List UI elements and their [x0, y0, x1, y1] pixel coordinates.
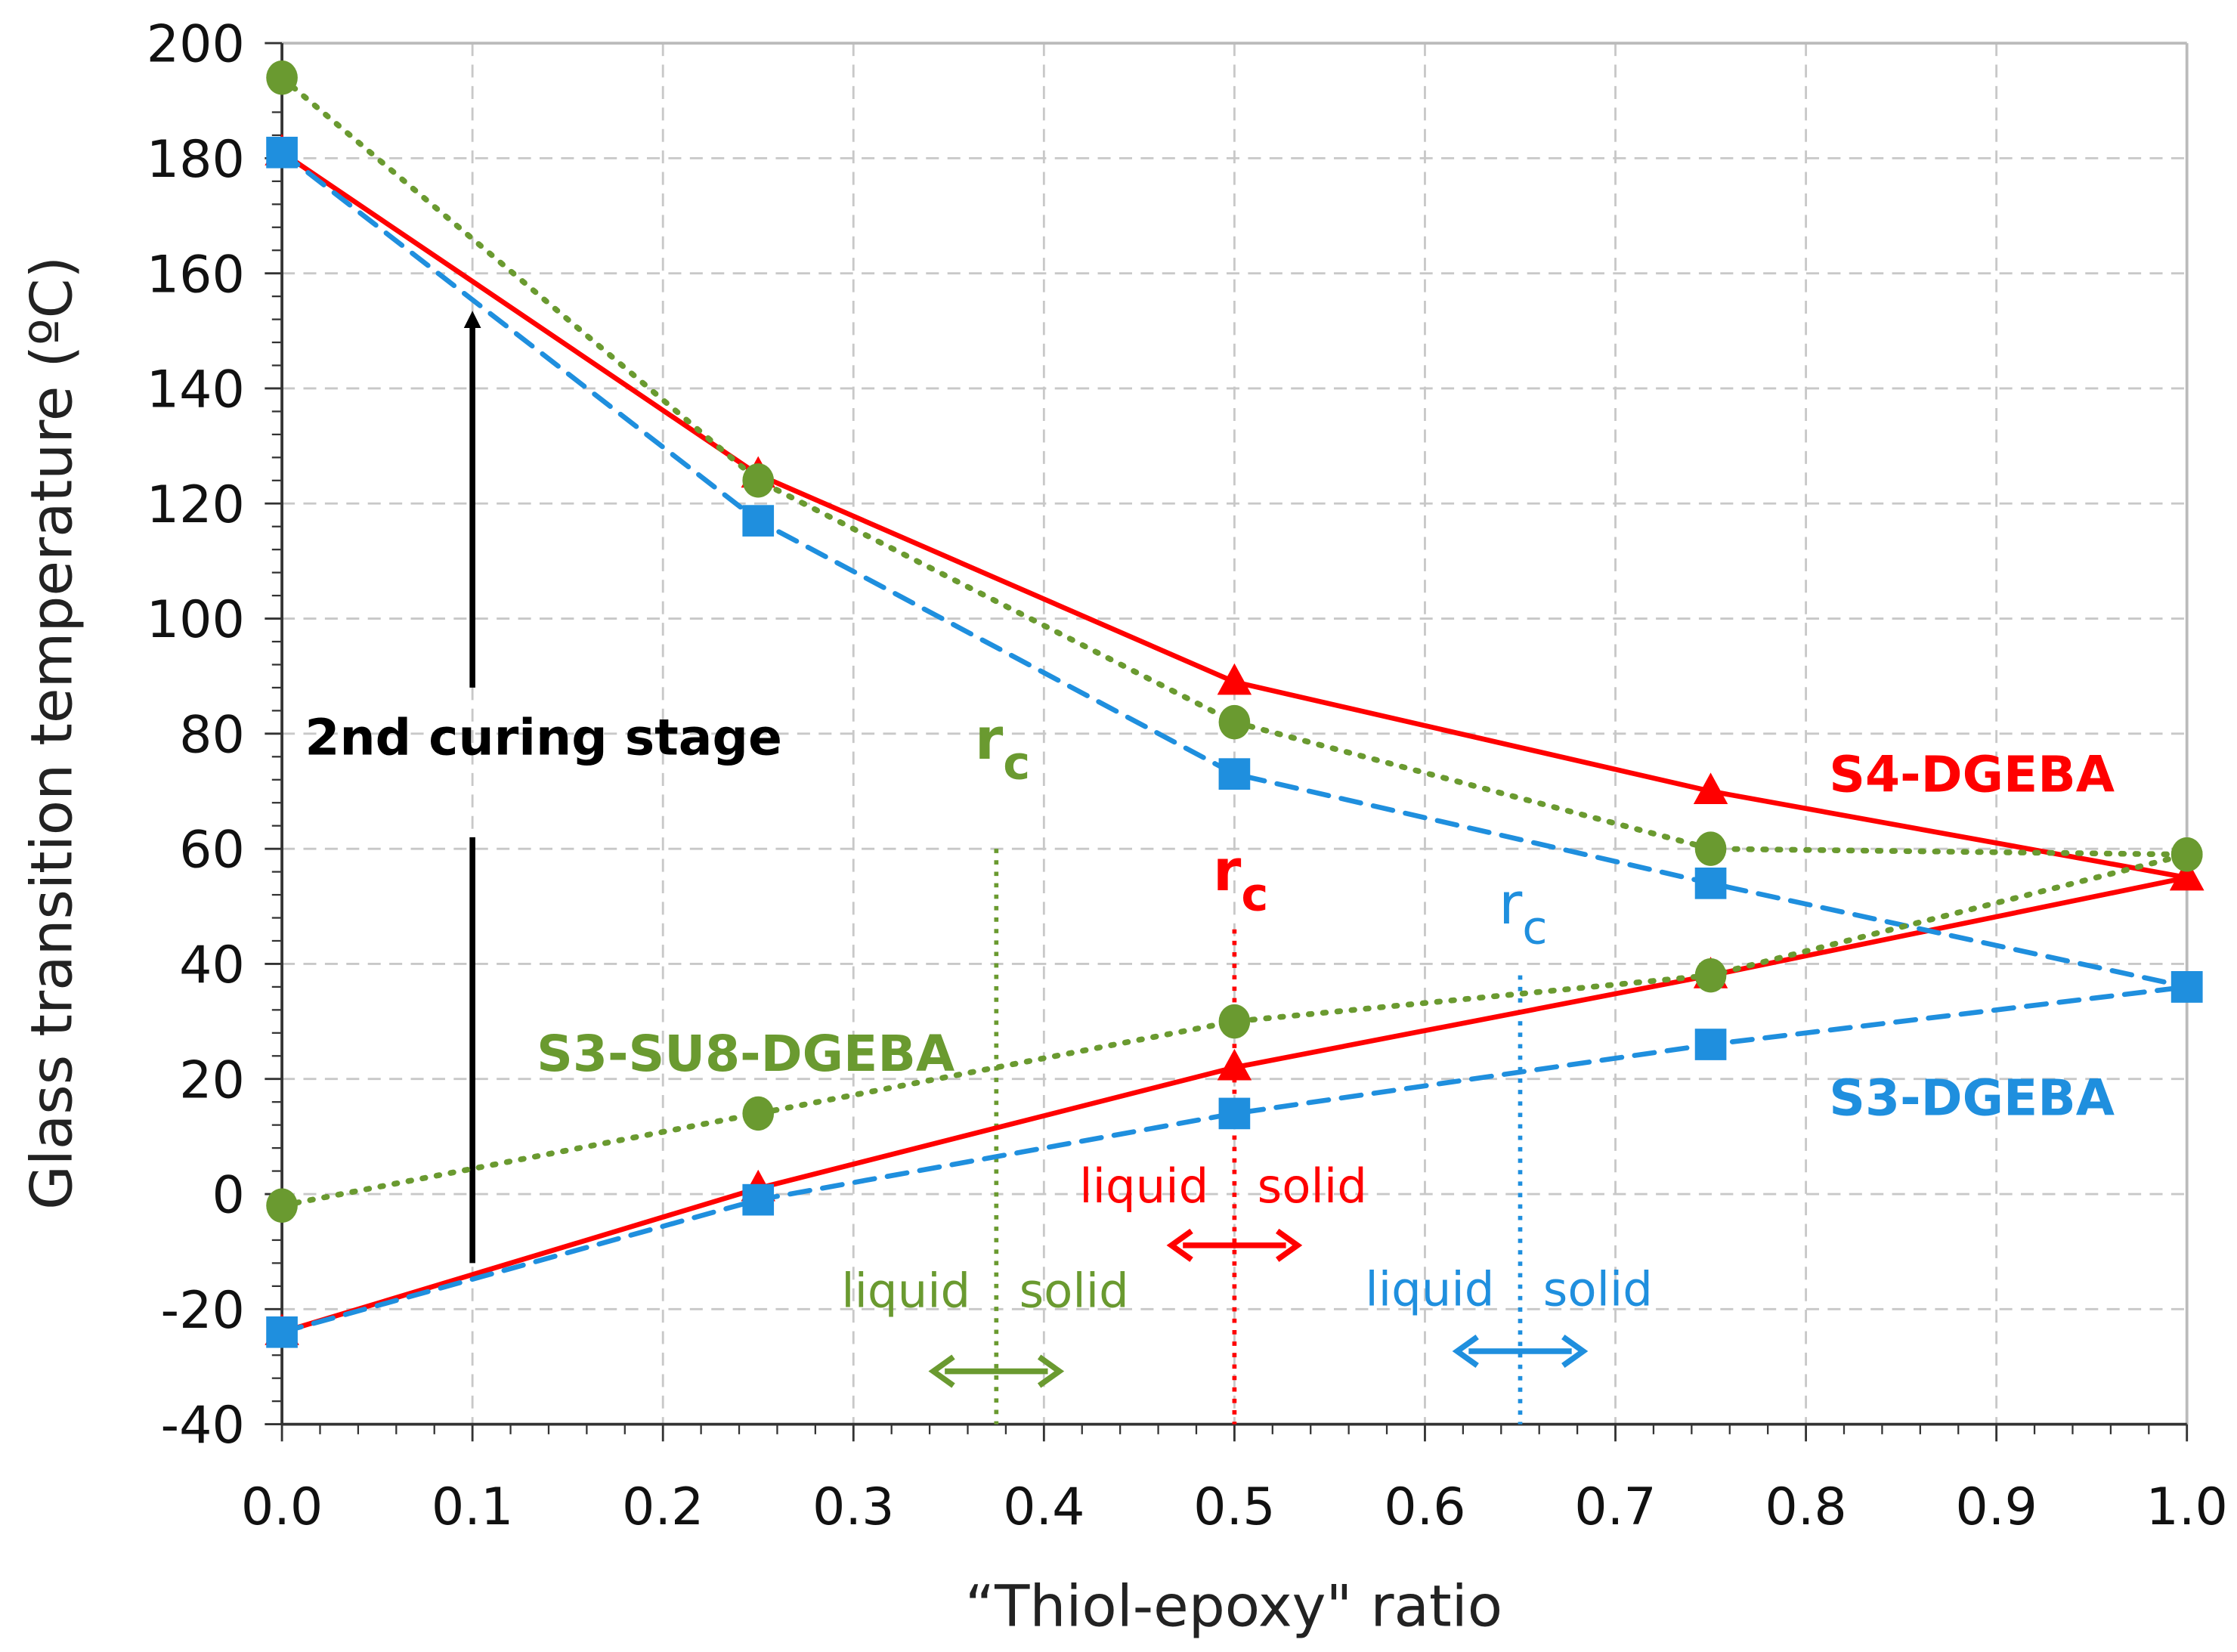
data-point-circle — [2170, 837, 2203, 872]
data-point-circle — [742, 463, 775, 498]
axes: -40 -20 0 20 40 60 80 100 120 140 160 180 200 0.0 0.1 0… — [147, 15, 2228, 1537]
data-point-square — [266, 136, 298, 169]
series — [265, 60, 2205, 1348]
data-point-circle — [1218, 1004, 1251, 1039]
data-point-circle — [1218, 704, 1251, 740]
data-point-triangle — [2169, 858, 2205, 891]
data-point-circle — [1694, 831, 1727, 866]
data-point-square — [1218, 1097, 1251, 1130]
x-tick-label: 1.0 — [2146, 1477, 2228, 1537]
x-tick-label: 0.7 — [1574, 1477, 1656, 1537]
data-point-square — [742, 505, 775, 537]
s4-rc-label: rc — [1213, 837, 1268, 922]
data-point-circle — [1694, 957, 1727, 993]
s3-rc-label: rc — [1499, 871, 1547, 955]
y-tick-label: 200 — [147, 15, 245, 75]
y-tick-label: 120 — [147, 475, 245, 535]
s4-liquid-label: liquid — [1079, 1159, 1208, 1214]
su8-liquid-label: liquid — [841, 1263, 970, 1318]
y-tick-label: 100 — [147, 590, 245, 650]
data-point-circle — [266, 1188, 298, 1223]
data-point-circle — [266, 60, 298, 95]
data-point-square — [1694, 867, 1727, 899]
x-tick-label: 0.9 — [1955, 1477, 2037, 1537]
data-point-square — [1694, 1029, 1727, 1060]
s3-solid-label: solid — [1543, 1261, 1653, 1316]
data-point-triangle — [1217, 1048, 1252, 1081]
su8-rc-subscript: c — [1003, 738, 1030, 790]
data-point-square — [2170, 971, 2203, 1003]
data-point-square — [1218, 758, 1251, 790]
y-tick-label: 180 — [147, 130, 245, 190]
x-tick-label: 0.4 — [1003, 1477, 1084, 1537]
y-tick-label: 140 — [147, 360, 245, 420]
data-point-square — [742, 1183, 775, 1216]
annotations: 2nd curing stage S4-DGEBA S3-DGEBA S3-SU8-D… — [305, 311, 2115, 1425]
su8-rc-label: rc — [975, 706, 1030, 790]
y-tick-label: -40 — [161, 1396, 245, 1456]
s4-arrow-right-head — [1276, 1228, 1303, 1262]
s4-dgeba-label: S4-DGEBA — [1829, 745, 2115, 804]
y-axis-label: Glass transition temperature (ºC) — [19, 256, 85, 1210]
s3-rc-subscript: c — [1522, 902, 1547, 954]
x-tick-label: 0.3 — [812, 1477, 894, 1537]
s4-arrow-left-head — [1166, 1228, 1193, 1262]
s4-rc-subscript: c — [1241, 869, 1268, 922]
data-point-triangle — [1217, 663, 1252, 695]
x-tick-label: 0.0 — [241, 1477, 323, 1537]
y-tick-label: -20 — [161, 1281, 245, 1341]
x-tick-label: 0.1 — [432, 1477, 513, 1537]
s3-arrow-left-head — [1452, 1335, 1479, 1369]
s3-dgeba-label: S3-DGEBA — [1829, 1069, 2115, 1128]
su8-arrow-right-head — [1037, 1354, 1065, 1388]
y-tick-label: 40 — [179, 936, 245, 995]
y-tick-label: 60 — [179, 821, 245, 880]
s3-liquid-label: liquid — [1365, 1261, 1494, 1316]
s4-solid-label: solid — [1258, 1159, 1367, 1214]
x-axis-label: “Thiol-epoxy" ratio — [965, 1573, 1502, 1640]
y-tick-label: 80 — [179, 705, 245, 765]
data-point-triangle — [1693, 772, 1728, 805]
series-line-3 — [279, 984, 2190, 1335]
s3-arrow-right-head — [1561, 1335, 1589, 1369]
x-tick-label: 0.5 — [1193, 1477, 1275, 1537]
s3-su8-dgeba-label: S3-SU8-DGEBA — [537, 1024, 955, 1083]
x-tick-label: 0.2 — [622, 1477, 704, 1537]
y-tick-label: 0 — [212, 1166, 244, 1226]
y-tick-label: 160 — [147, 245, 245, 305]
x-tick-label: 0.8 — [1765, 1477, 1846, 1537]
y-tick-label: 20 — [179, 1050, 245, 1110]
data-point-circle — [742, 1096, 775, 1131]
su8-solid-label: solid — [1019, 1263, 1129, 1318]
curing-stage-label: 2nd curing stage — [305, 707, 782, 766]
su8-arrow-left-head — [928, 1354, 955, 1388]
x-tick-label: 0.6 — [1384, 1477, 1465, 1537]
data-point-square — [266, 1316, 298, 1348]
